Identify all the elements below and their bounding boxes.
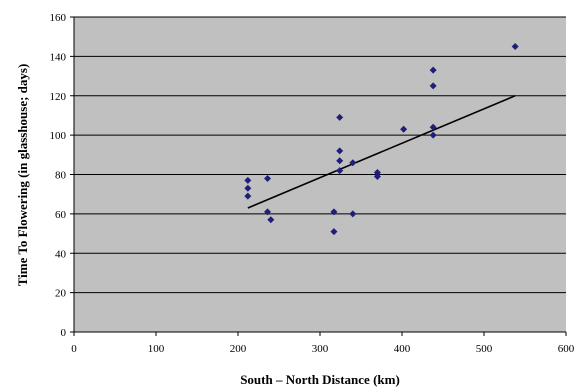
x-tick-label: 0: [71, 343, 77, 355]
x-tick-label: 300: [312, 343, 329, 355]
data-point: [336, 113, 344, 121]
data-point: [330, 208, 338, 216]
y-tick-label: 80: [55, 170, 67, 182]
y-tick-label: 140: [50, 51, 67, 63]
x-tick-labels: 0 100 200 300 400 500 600: [71, 343, 575, 355]
data-point: [244, 184, 252, 192]
data-point: [267, 216, 275, 224]
data-point: [264, 208, 272, 216]
data-point: [400, 125, 408, 133]
y-tick-label: 160: [50, 12, 67, 24]
y-tick-label: 20: [55, 288, 67, 300]
data-point: [429, 82, 437, 90]
y-tick-label: 0: [61, 327, 67, 339]
data-points: [244, 43, 519, 236]
data-point: [336, 147, 344, 155]
data-point: [336, 157, 344, 165]
y-tick-label: 120: [50, 91, 67, 103]
data-point: [511, 43, 519, 51]
data-point: [264, 174, 272, 182]
x-axis-title: South – North Distance (km): [240, 372, 400, 387]
data-point: [330, 228, 338, 236]
x-tick-label: 600: [558, 343, 575, 355]
data-point: [429, 66, 437, 74]
y-tick-label: 60: [55, 209, 67, 221]
x-tick-label: 100: [148, 343, 165, 355]
y-tick-label: 40: [55, 248, 67, 260]
x-tick-label: 400: [394, 343, 411, 355]
data-point: [373, 169, 381, 177]
y-tick-label: 100: [50, 130, 67, 142]
data-point: [244, 192, 252, 200]
data-point: [349, 159, 357, 167]
data-point: [429, 123, 437, 131]
axes: [70, 16, 567, 336]
y-tick-labels: 0 20 40 60 80 100 120 140 160: [50, 12, 67, 339]
x-tick-label: 500: [476, 343, 493, 355]
data-point: [349, 210, 357, 218]
data-point: [373, 172, 381, 180]
y-axis-title: Time To Flowering (in glasshouse; days): [15, 64, 30, 287]
gridlines: [74, 16, 566, 294]
data-point: [244, 176, 252, 184]
data-point: [429, 131, 437, 139]
trendline: [247, 95, 516, 209]
data-point: [336, 167, 344, 175]
x-tick-label: 200: [230, 343, 247, 355]
